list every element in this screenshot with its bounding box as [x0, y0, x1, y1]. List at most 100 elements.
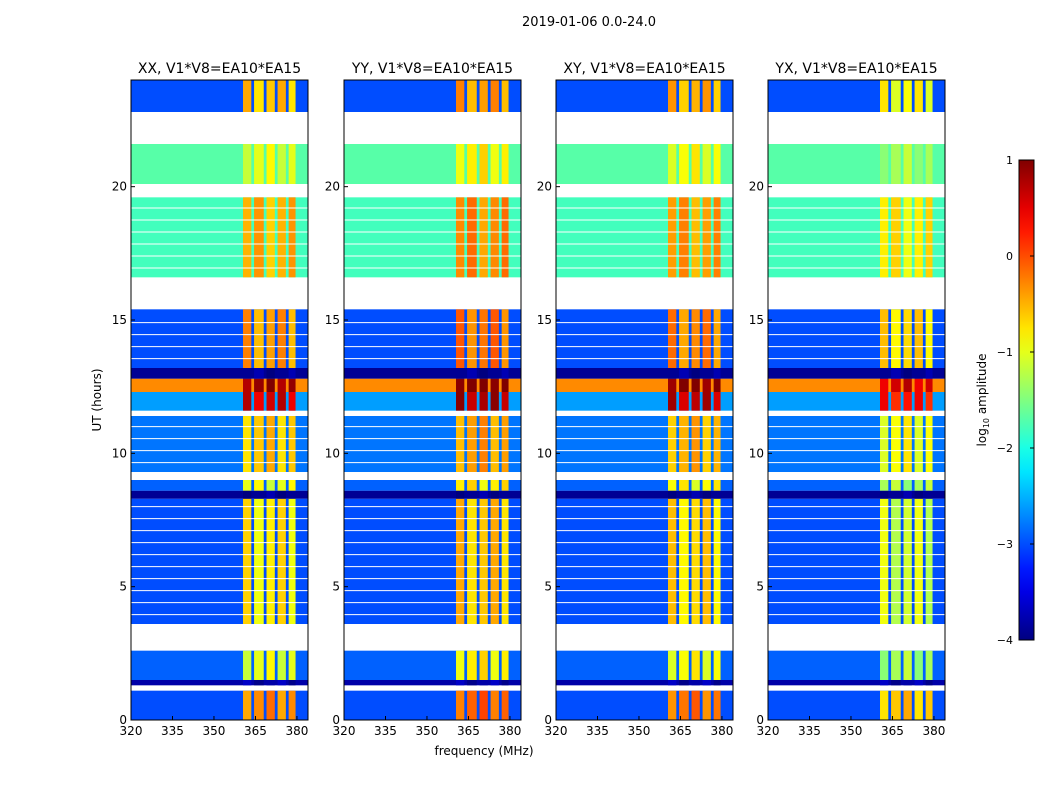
- rfi-cell: [679, 392, 689, 411]
- rfi-cell: [479, 368, 488, 379]
- x-tick-label: 350: [203, 724, 226, 738]
- rfi-cell: [501, 490, 509, 499]
- rfi-cell: [254, 690, 264, 720]
- rfi-cell: [925, 690, 933, 720]
- x-tick-label: 380: [285, 724, 308, 738]
- rfi-cell: [288, 80, 296, 112]
- rfi-cell: [467, 490, 477, 499]
- heatmap-band: [556, 680, 733, 686]
- rfi-cell: [456, 378, 465, 392]
- rfi-cell: [891, 80, 901, 112]
- rfi-cell: [490, 392, 499, 411]
- y-tick-label: 15: [749, 313, 764, 327]
- rfi-cell: [679, 378, 689, 392]
- rfi-cell: [702, 690, 711, 720]
- rfi-cell: [456, 309, 465, 368]
- rfi-cell: [266, 416, 275, 472]
- rfi-cell: [925, 144, 933, 184]
- rfi-cell: [254, 309, 264, 368]
- colorbar-gradient: [1018, 159, 1035, 641]
- rfi-cell: [254, 197, 264, 278]
- rfi-cell: [925, 416, 933, 472]
- rfi-cell: [679, 690, 689, 720]
- heatmap-band: [344, 368, 521, 379]
- rfi-cell: [288, 480, 296, 491]
- rfi-cell: [702, 392, 711, 411]
- rfi-cell: [467, 368, 477, 379]
- rfi-cell: [713, 490, 721, 499]
- rfi-cell: [501, 498, 509, 624]
- heatmap-band: [768, 480, 945, 491]
- rfi-cell: [880, 392, 889, 411]
- rfi-cell: [243, 480, 252, 491]
- rfi-cell: [479, 690, 488, 720]
- rfi-cell: [243, 690, 252, 720]
- rfi-cell: [254, 144, 264, 184]
- rfi-cell: [702, 416, 711, 472]
- rfi-cell: [288, 378, 296, 392]
- rfi-cell: [266, 650, 275, 680]
- rfi-cell: [266, 680, 275, 686]
- rfi-cell: [467, 197, 477, 278]
- rfi-cell: [891, 416, 901, 472]
- rfi-cell: [266, 490, 275, 499]
- rfi-cell: [501, 480, 509, 491]
- rfi-cell: [702, 498, 711, 624]
- rfi-cell: [713, 416, 721, 472]
- rfi-cell: [266, 368, 275, 379]
- rfi-cell: [266, 144, 275, 184]
- rfi-cell: [479, 80, 488, 112]
- rfi-cell: [668, 309, 677, 368]
- rfi-cell: [891, 680, 901, 686]
- rfi-cell: [490, 80, 499, 112]
- plot-frame: [767, 79, 946, 721]
- rfi-cell: [288, 498, 296, 624]
- rfi-cell: [702, 680, 711, 686]
- rfi-cell: [243, 80, 252, 112]
- rfi-cell: [490, 650, 499, 680]
- x-tick-label: 380: [710, 724, 733, 738]
- rfi-cell: [880, 650, 889, 680]
- rfi-cell: [501, 368, 509, 379]
- rfi-cell: [713, 650, 721, 680]
- y-tick-label: 0: [544, 713, 552, 727]
- rfi-cell: [467, 680, 477, 686]
- rfi-cell: [691, 680, 700, 686]
- rfi-cell: [254, 650, 264, 680]
- rfi-cell: [467, 650, 477, 680]
- rfi-cell: [254, 368, 264, 379]
- rfi-cell: [702, 197, 711, 278]
- rfi-cell: [254, 480, 264, 491]
- x-tick-label: 320: [757, 724, 780, 738]
- rfi-cell: [691, 80, 700, 112]
- rfi-cell: [668, 650, 677, 680]
- rfi-cell: [691, 498, 700, 624]
- rfi-cell: [891, 368, 901, 379]
- y-tick-label: 20: [325, 180, 340, 194]
- rfi-cell: [479, 392, 488, 411]
- rfi-cell: [277, 368, 286, 379]
- x-tick-label: 335: [798, 724, 821, 738]
- rfi-cell: [668, 480, 677, 491]
- rfi-cell: [288, 197, 296, 278]
- rfi-cell: [691, 368, 700, 379]
- figure-title: 2019-01-06 0.0-24.0: [522, 15, 656, 30]
- rfi-cell: [254, 80, 264, 112]
- rfi-cell: [467, 309, 477, 368]
- rfi-cell: [243, 144, 252, 184]
- rfi-cell: [490, 197, 499, 278]
- rfi-cell: [880, 690, 889, 720]
- rfi-cell: [880, 680, 889, 686]
- rfi-cell: [467, 80, 477, 112]
- rfi-cell: [254, 378, 264, 392]
- rfi-cell: [501, 378, 509, 392]
- rfi-cell: [266, 498, 275, 624]
- rfi-cell: [243, 490, 252, 499]
- rfi-cell: [277, 650, 286, 680]
- rfi-cell: [277, 490, 286, 499]
- rfi-cell: [679, 197, 689, 278]
- rfi-cell: [891, 392, 901, 411]
- rfi-cell: [277, 378, 286, 392]
- rfi-cell: [266, 690, 275, 720]
- rfi-cell: [456, 197, 465, 278]
